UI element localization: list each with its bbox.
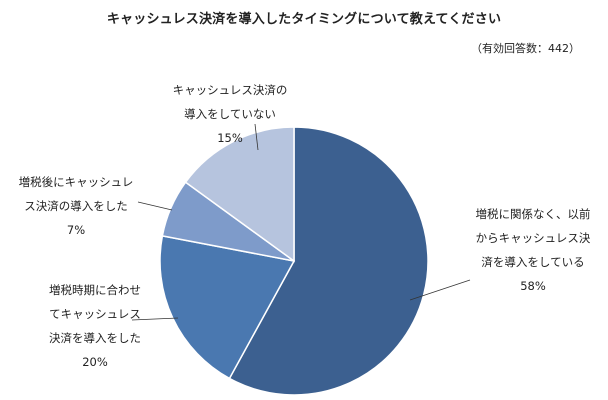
slice-value-label-1: 58% (520, 279, 546, 293)
slice-label-3-line-2: ス決済の導入をした (24, 199, 128, 213)
slice-label-4-line-2: 導入をしていない (184, 107, 276, 121)
slice-value-label-2: 20% (82, 355, 108, 369)
leader-line-1 (409, 279, 471, 301)
slice-label-4-line-1: キャッシュレス決済の (173, 83, 288, 97)
slice-value-label-3: 7% (67, 223, 85, 237)
slice-label-1-line-1: 増税に関係なく、以前 (476, 207, 591, 221)
pie-slice-1 (228, 126, 429, 396)
slice-value-label-4: 15% (217, 131, 243, 145)
leader-line-3 (137, 201, 173, 211)
chart-subtitle: （有効回答数：442） (471, 42, 580, 55)
chart-title: キャッシュレス決済を導入したタイミングについて教えてください (106, 12, 502, 27)
slice-label-1-line-2: からキャッシュレス決 (476, 231, 591, 245)
pie-slice-4 (184, 126, 295, 263)
slice-label-3-line-1: 増税後にキャッシュレ (19, 175, 134, 189)
slice-label-2-line-3: 決済を導入をした (49, 331, 141, 345)
slice-label-2-line-1: 増税時期に合わせ (49, 283, 141, 297)
slice-label-2-line-2: てキャッシュレス (49, 307, 141, 321)
slice-label-1-line-3: 済を導入をしている (481, 255, 584, 269)
leader-line-2 (131, 317, 179, 321)
leader-line-4 (254, 123, 259, 151)
